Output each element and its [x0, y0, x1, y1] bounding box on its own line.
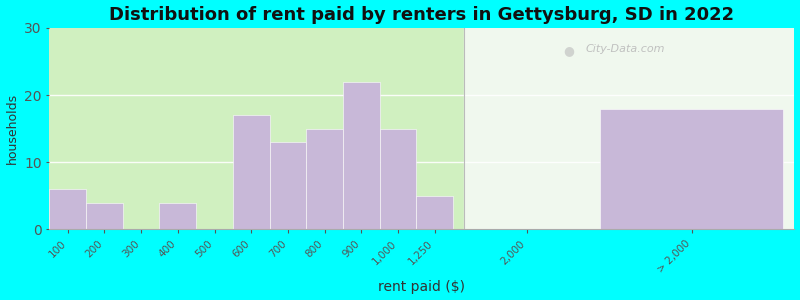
X-axis label: rent paid ($): rent paid ($)	[378, 280, 466, 294]
Bar	[306, 129, 343, 230]
Bar	[233, 115, 270, 230]
Bar	[380, 129, 417, 230]
Text: City-Data.com: City-Data.com	[586, 44, 666, 54]
Bar	[464, 28, 794, 230]
Title: Distribution of rent paid by renters in Gettysburg, SD in 2022: Distribution of rent paid by renters in …	[110, 6, 734, 24]
Y-axis label: households: households	[6, 93, 18, 164]
Bar	[600, 109, 783, 230]
Bar	[343, 82, 380, 230]
Bar	[417, 196, 453, 230]
Bar	[50, 189, 86, 230]
Bar	[270, 142, 306, 230]
Bar	[159, 202, 196, 230]
Bar	[86, 202, 122, 230]
Text: ●: ●	[564, 44, 574, 57]
